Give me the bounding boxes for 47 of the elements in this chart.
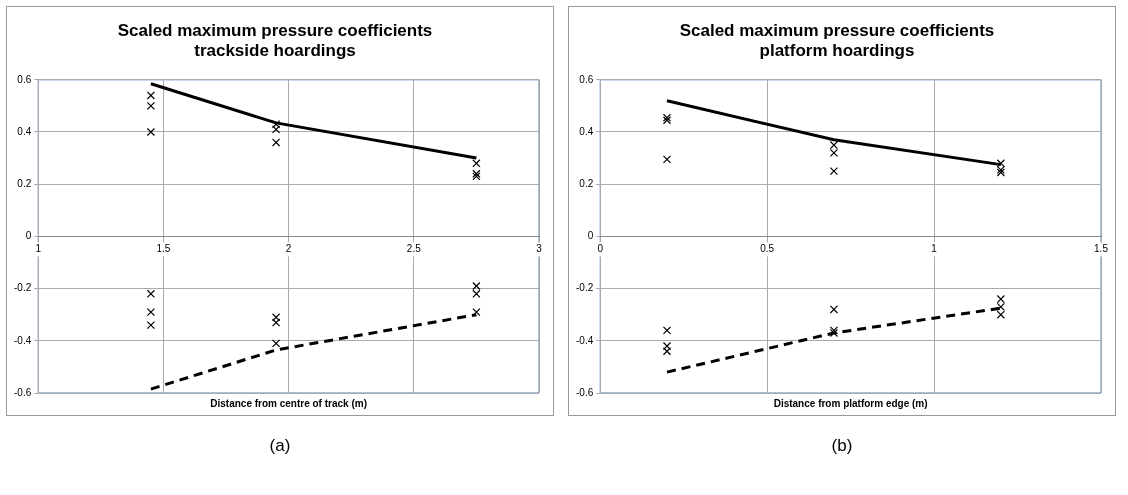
x-tick-label: 2.5 (406, 243, 422, 255)
x-tick-label: 0 (597, 243, 604, 255)
chart-title: Scaled maximum pressure coefficients trackside hoardings (117, 20, 433, 61)
y-tick-label: 0.6 (17, 73, 32, 85)
y-tick-label: 0.6 (579, 73, 594, 85)
y-tick-label: 0 (25, 230, 32, 242)
point (472, 159, 481, 168)
point (472, 169, 481, 178)
x-tick-label: 3 (536, 243, 543, 255)
point (662, 155, 672, 164)
y-tick-label: 0.4 (579, 125, 594, 137)
point (662, 326, 672, 335)
x-tick-label: 1 (931, 243, 938, 255)
point (146, 307, 156, 317)
y-tick-label: 0.4 (17, 125, 32, 137)
y-tick-label: -0.4 (14, 334, 32, 346)
point (829, 305, 839, 314)
text: (b) (830, 436, 854, 456)
x-tick-label: 1.5 (1094, 243, 1109, 255)
point (472, 307, 481, 317)
point (146, 127, 156, 137)
point (146, 91, 156, 100)
y-tick-label: -0.6 (576, 386, 594, 398)
point (829, 167, 839, 176)
y-tick-label: -0.6 (14, 386, 32, 398)
x-tick-label: 1.5 (156, 243, 171, 255)
chart-title: Scaled maximum pressure coefficients platform hoardings (679, 20, 995, 61)
x-tick-label: 2 (285, 243, 292, 255)
x-axis-title: Distance from centre of track (m) (210, 397, 367, 409)
point (271, 339, 281, 348)
y-tick-label: -0.2 (14, 282, 32, 294)
point (662, 113, 672, 122)
x-tick-label: 1 (35, 243, 42, 255)
text: (a) (268, 436, 292, 456)
point (662, 116, 672, 125)
y-tick-label: 0.2 (579, 177, 594, 189)
point (472, 172, 481, 181)
y-tick-label: 0 (587, 230, 594, 242)
y-tick-label: 0.2 (17, 177, 32, 189)
point (146, 101, 156, 111)
point (146, 321, 156, 330)
y-tick-label: -0.4 (576, 334, 594, 346)
y-tick-label: -0.2 (576, 282, 594, 294)
x-axis-title: Distance from platform edge (m) (773, 397, 928, 409)
point (271, 138, 281, 147)
x-tick-label: 0.5 (760, 243, 775, 255)
point (146, 289, 156, 298)
